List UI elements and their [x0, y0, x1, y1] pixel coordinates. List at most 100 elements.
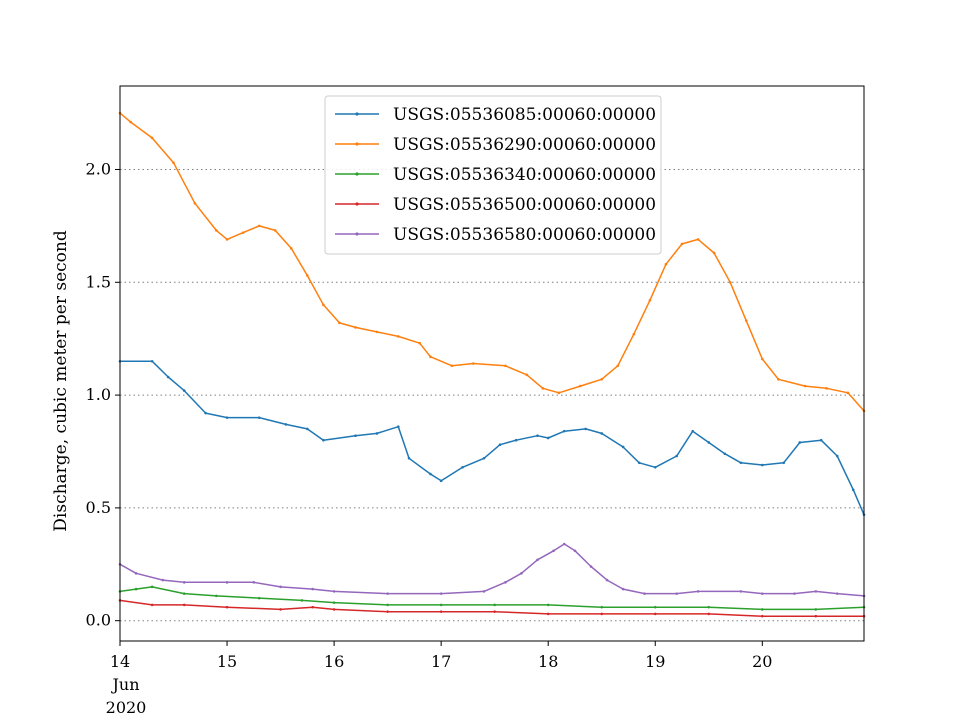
series-point — [386, 610, 389, 613]
series-point — [744, 319, 748, 322]
series-point — [134, 587, 138, 591]
series-point — [696, 238, 700, 241]
series-point — [600, 432, 604, 435]
series-point — [761, 463, 764, 467]
series-point — [439, 610, 443, 613]
x-tick-label: 16 — [324, 652, 344, 671]
series-point — [225, 416, 229, 419]
series-point — [691, 429, 695, 433]
series-point — [541, 387, 545, 390]
x-tick-label: 19 — [645, 652, 665, 671]
series-point — [306, 274, 309, 277]
series-point — [819, 438, 823, 442]
y-tick-label: 1.0 — [86, 385, 111, 404]
series-point — [129, 120, 133, 124]
x-month-label: Jun — [110, 675, 139, 694]
series-point — [300, 599, 304, 602]
series-point — [439, 592, 443, 595]
x-tick-label: 17 — [431, 652, 451, 671]
legend-label: USGS:05536085:00060:00000 — [393, 105, 656, 125]
y-tick-label: 2.0 — [86, 159, 111, 178]
series-point — [332, 590, 336, 593]
series-point — [257, 224, 261, 228]
series-point — [546, 612, 550, 616]
series-point — [257, 596, 261, 600]
series-point — [439, 603, 443, 607]
series-point — [600, 612, 604, 616]
series-point — [803, 384, 807, 388]
series-point — [600, 377, 604, 381]
series-point — [471, 362, 475, 365]
series-point — [761, 614, 764, 618]
series-point — [696, 590, 700, 593]
series-point — [584, 427, 587, 431]
series-layer — [118, 111, 866, 618]
legend-entry: USGS:05536340:00060:00000 — [335, 165, 656, 185]
series-point — [761, 608, 764, 611]
series-point — [675, 454, 678, 458]
series-point — [632, 332, 636, 336]
series-point — [777, 377, 780, 381]
series-point — [814, 590, 818, 593]
series-point — [204, 411, 207, 415]
series-point — [546, 603, 550, 607]
legend-entry: USGS:05536290:00060:00000 — [335, 135, 656, 155]
series-line — [119, 112, 865, 412]
x-tick-label: 18 — [538, 652, 558, 671]
series-point — [600, 605, 604, 609]
series-3 — [118, 585, 866, 611]
series-point — [520, 572, 523, 575]
legend-entry: USGS:05536500:00060:00000 — [335, 195, 656, 215]
series-point — [589, 565, 593, 568]
y-tick-label: 1.5 — [86, 272, 111, 291]
series-point — [798, 441, 802, 444]
series-point — [498, 443, 502, 447]
series-point — [407, 456, 411, 460]
legend-swatch-marker — [355, 232, 359, 236]
series-point — [504, 364, 507, 368]
legend: USGS:05536085:00060:00000 USGS:05536290:0… — [324, 95, 662, 255]
series-point — [273, 229, 277, 232]
series-point — [215, 594, 218, 598]
series-point — [182, 389, 186, 392]
series-point — [723, 452, 727, 456]
series-point — [450, 364, 454, 368]
series-point — [397, 335, 400, 338]
series-point — [621, 445, 625, 449]
series-point — [225, 238, 229, 241]
series-point — [552, 549, 555, 553]
series-line — [119, 543, 865, 597]
series-point — [172, 161, 175, 165]
series-point — [386, 592, 389, 595]
series-point — [482, 456, 486, 460]
series-point — [182, 592, 186, 595]
series-point — [579, 384, 582, 388]
series-point — [616, 364, 620, 368]
series-point — [332, 601, 336, 604]
series-point — [166, 375, 170, 379]
series-point — [536, 558, 539, 562]
series-point — [150, 585, 154, 589]
series-point — [257, 416, 261, 419]
series-point — [846, 391, 850, 395]
series-point — [193, 202, 197, 205]
legend-label: USGS:05536500:00060:00000 — [393, 195, 656, 215]
series-line — [120, 360, 865, 515]
series-point — [354, 326, 357, 329]
y-tick-label: 0.5 — [86, 498, 111, 517]
axes-layer: 0.0 0.5 1.0 1.5 2.0 14 15 16 17 18 19 20 Jun 2020 — [86, 85, 865, 717]
legend-label: USGS:05536580:00060:00000 — [393, 225, 656, 245]
series-point — [150, 359, 154, 363]
series-point — [493, 610, 496, 613]
series-point — [252, 581, 256, 584]
series-point — [225, 581, 229, 584]
series-point — [134, 572, 138, 575]
series-point — [525, 373, 529, 377]
series-point — [182, 603, 186, 607]
series-point — [851, 488, 855, 492]
x-tick-label: 14 — [110, 652, 130, 671]
series-point — [536, 434, 539, 437]
series-point — [653, 465, 657, 469]
series-point — [279, 585, 282, 589]
series-point — [322, 303, 325, 307]
